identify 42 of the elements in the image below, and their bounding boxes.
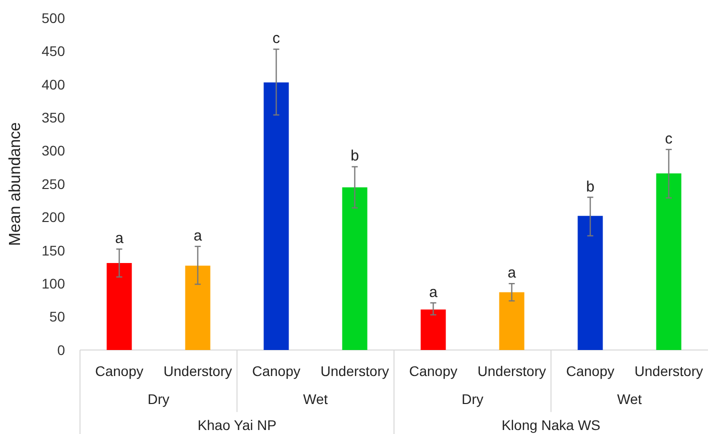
bar — [264, 82, 289, 350]
y-tick-label: 400 — [42, 76, 66, 92]
x-tick-label: Understory — [164, 363, 232, 379]
y-axis-title: Mean abundance — [7, 122, 24, 246]
bar — [106, 263, 132, 350]
y-tick-label: 350 — [42, 110, 66, 126]
data-label: a — [115, 230, 124, 248]
bar — [656, 173, 682, 350]
x-tick-label: Understory — [320, 363, 389, 379]
text: Wet — [617, 391, 642, 407]
y-tick-label: 300 — [42, 142, 66, 159]
y-tick-label: 200 — [42, 209, 66, 226]
x-tick-label: Understory — [478, 363, 546, 379]
text: Klong Naka WS — [502, 417, 600, 433]
data-label: c — [272, 30, 280, 48]
data-label: b — [350, 148, 359, 165]
x-tick-label: Canopy — [252, 363, 300, 379]
bar — [420, 309, 446, 350]
y-tick-label: 150 — [42, 242, 66, 258]
text: Dry — [462, 391, 484, 407]
data-label: b — [586, 178, 594, 196]
text: Khao Yai NP — [198, 417, 276, 433]
y-tick-label: 250 — [42, 176, 66, 192]
data-label: c — [665, 130, 673, 148]
text: Wet — [303, 391, 328, 407]
x-tick-label: Canopy — [409, 363, 458, 379]
data-label: a — [429, 284, 438, 301]
y-tick-label: 500 — [42, 10, 66, 26]
bar — [499, 292, 524, 350]
x-tick-label: Canopy — [566, 363, 614, 379]
x-tick-label: Understory — [634, 363, 703, 379]
bar — [342, 187, 368, 350]
data-label: a — [194, 227, 203, 244]
y-tick-label: 50 — [49, 308, 66, 325]
bar — [185, 266, 210, 350]
y-tick-label: 100 — [42, 276, 66, 292]
text: Dry — [148, 391, 170, 407]
data-label: a — [508, 264, 517, 282]
bar — [578, 216, 603, 350]
y-tick-label: 0 — [57, 342, 66, 358]
y-tick-label: 450 — [42, 43, 66, 60]
x-tick-label: Canopy — [95, 363, 144, 379]
